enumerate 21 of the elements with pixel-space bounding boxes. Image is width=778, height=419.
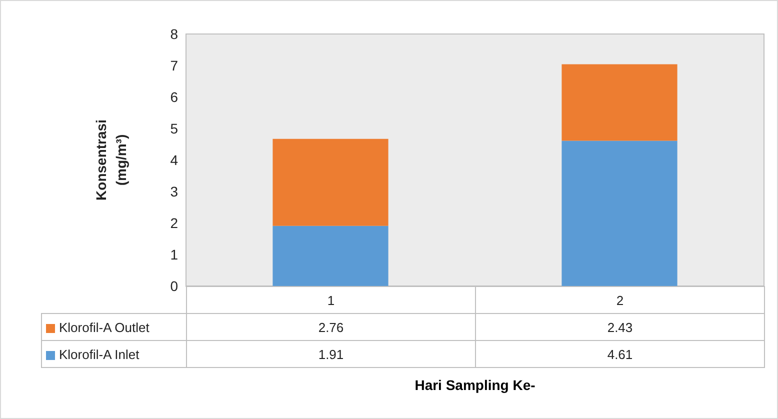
y-axis-title: Konsentrasi (mg/m³) [93, 120, 129, 200]
y-tick-label: 0 [170, 278, 178, 294]
y-tick-label: 7 [170, 58, 178, 74]
legend-label: Klorofil-A Outlet [42, 314, 186, 340]
y-tick-label: 1 [170, 246, 178, 262]
y-tick-label: 8 [170, 26, 178, 42]
y-tick-label: 4 [170, 152, 178, 168]
y-tick-label: 3 [170, 184, 178, 200]
data-label: 2.76 [186, 314, 476, 340]
x-axis-title: Hari Sampling Ke- [414, 377, 536, 393]
data-label: 2.43 [476, 314, 764, 340]
data-label: 4.61 [476, 340, 764, 368]
y-tick-label: 5 [170, 120, 178, 136]
bar [272, 226, 388, 286]
y-tick-label: 6 [170, 89, 178, 105]
data-label: 1.91 [186, 340, 476, 368]
bar [562, 64, 678, 141]
y-tick-label: 2 [170, 215, 178, 231]
legend-label: Klorofil-A Inlet [42, 340, 186, 368]
bar [562, 140, 678, 286]
bar [272, 138, 388, 226]
